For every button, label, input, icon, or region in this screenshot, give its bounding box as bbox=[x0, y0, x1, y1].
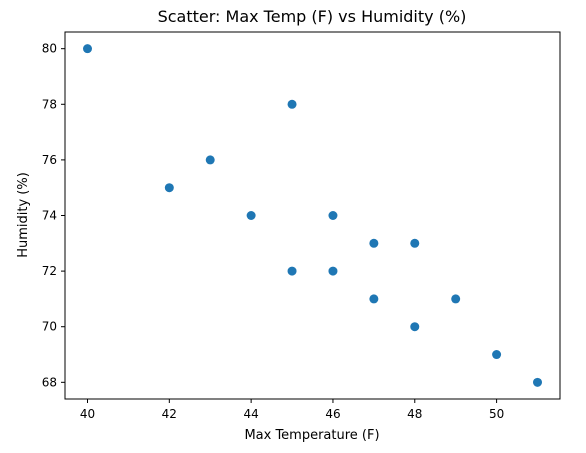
y-axis-ticks: 68 70 72 74 76 78 80 bbox=[42, 42, 65, 389]
scatter-point bbox=[451, 294, 461, 304]
scatter-point bbox=[246, 211, 256, 220]
x-tick-label: 50 bbox=[489, 407, 504, 421]
scatter-point bbox=[492, 350, 502, 360]
y-tick-label: 72 bbox=[42, 264, 57, 278]
data-points bbox=[83, 44, 542, 387]
scatter-point bbox=[328, 266, 338, 276]
y-tick-label: 76 bbox=[42, 153, 57, 167]
y-tick-label: 74 bbox=[42, 209, 57, 223]
scatter-point bbox=[287, 266, 297, 276]
scatter-point bbox=[369, 294, 379, 304]
scatter-point bbox=[287, 99, 297, 109]
x-tick-label: 42 bbox=[162, 407, 177, 421]
y-tick-label: 80 bbox=[42, 42, 57, 56]
x-axis-ticks: 40 42 44 46 48 50 bbox=[80, 399, 504, 421]
x-tick-label: 44 bbox=[243, 407, 258, 421]
scatter-point bbox=[164, 183, 174, 193]
scatter-point bbox=[410, 238, 420, 248]
x-tick-label: 48 bbox=[407, 407, 422, 421]
scatter-point bbox=[410, 322, 420, 332]
scatter-point bbox=[369, 238, 379, 248]
scatter-point bbox=[83, 44, 92, 54]
scatter-point bbox=[205, 155, 215, 165]
x-tick-label: 40 bbox=[80, 407, 95, 421]
y-tick-label: 70 bbox=[42, 320, 57, 334]
x-tick-label: 46 bbox=[325, 407, 340, 421]
scatter-point bbox=[533, 377, 542, 387]
x-axis-label: Max Temperature (F) bbox=[244, 428, 379, 443]
scatter-point bbox=[328, 211, 338, 220]
chart-title: Scatter: Max Temp (F) vs Humidity (%) bbox=[158, 7, 467, 26]
y-tick-label: 78 bbox=[42, 97, 57, 111]
plot-frame bbox=[64, 31, 561, 400]
plot-area: 40 42 44 46 48 50 68 70 72 74 76 78 80 bbox=[42, 31, 561, 421]
y-tick-label: 68 bbox=[42, 375, 57, 389]
y-axis-label: Humidity (%) bbox=[16, 172, 31, 258]
